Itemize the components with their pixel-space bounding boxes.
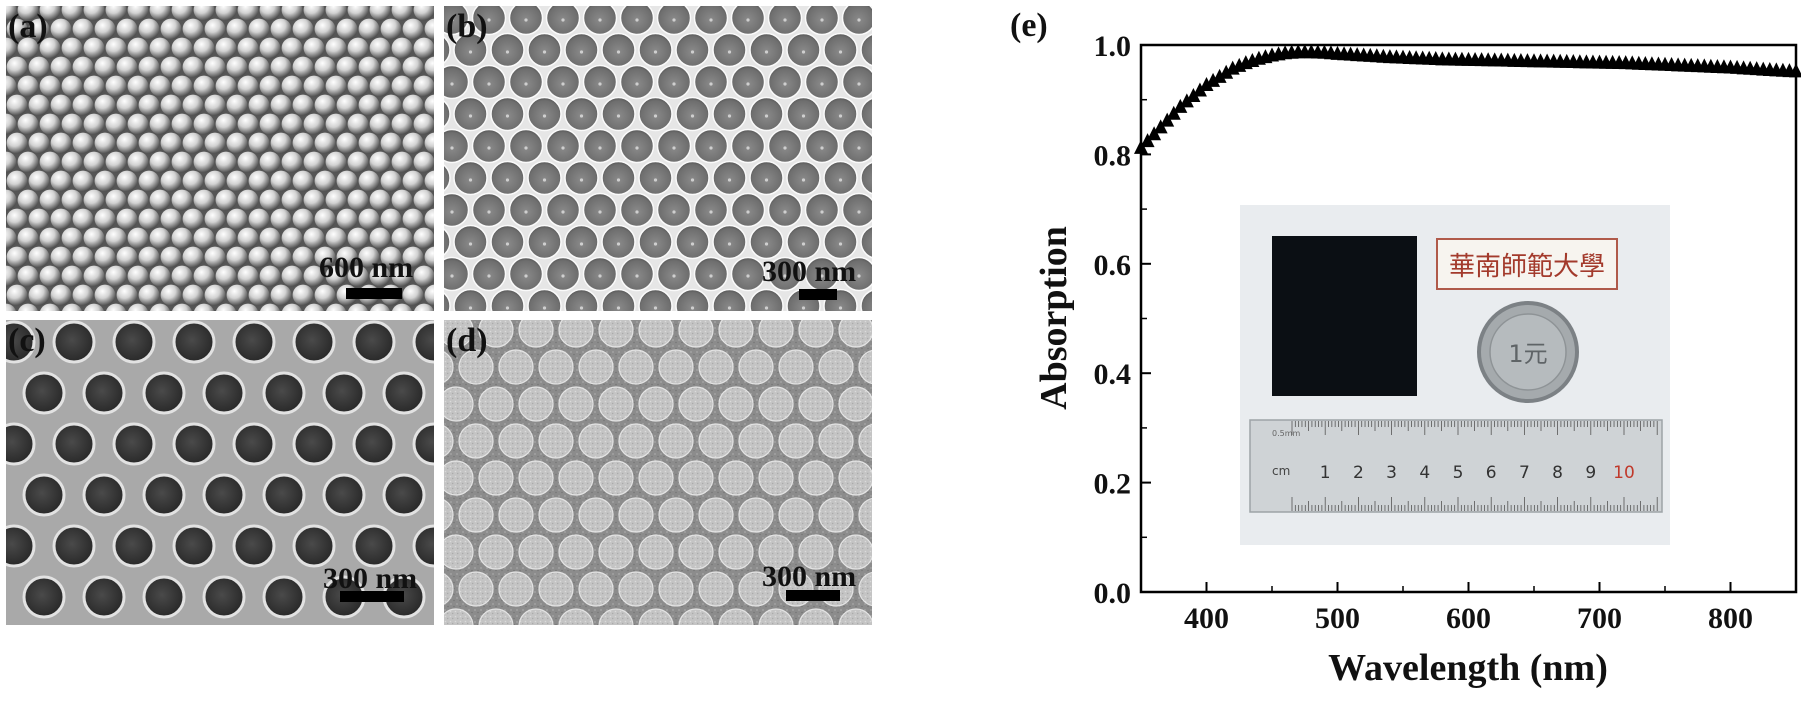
- x-axis-label: Wavelength (nm): [1328, 647, 1608, 689]
- ruler-number: 6: [1486, 463, 1497, 483]
- scalebar-label-b: 300 nm: [762, 255, 857, 288]
- ruler-number: 7: [1519, 463, 1530, 483]
- y-axis-label: Absorption: [1033, 226, 1075, 410]
- ruler-number: 2: [1353, 463, 1364, 483]
- y-tick-label: 0.8: [1094, 139, 1132, 172]
- black-absorber-sample: [1272, 236, 1417, 396]
- y-tick-label: 0.2: [1094, 468, 1132, 501]
- y-tick-label: 1.0: [1094, 30, 1132, 63]
- panel-label-b: (b): [446, 8, 488, 45]
- university-sign: [1436, 238, 1618, 290]
- sem-panel-b: (b) 300 nm: [444, 6, 872, 311]
- ruler-small-text: 0.5mm: [1272, 429, 1301, 438]
- ruler: 0.5mm cm 1 2 3 4 5 6 7 8 9 10: [1249, 419, 1663, 513]
- sem-panel-a: (a) 600 nm: [6, 6, 434, 311]
- ruler-number: 9: [1585, 463, 1596, 483]
- data-point: [1179, 93, 1194, 108]
- sem-panel-d: (d) 300 nm: [444, 320, 872, 625]
- scalebar-a: [346, 288, 402, 299]
- x-tick-label: 600: [1446, 602, 1491, 635]
- y-axis: 0.0 0.2 0.4 0.6 0.8 1.0: [1094, 30, 1151, 610]
- x-axis: 400 500 600 700 800: [1140, 582, 1797, 635]
- scalebar-label-d: 300 nm: [762, 560, 857, 593]
- data-point: [1212, 68, 1227, 83]
- sem-image-d: [444, 320, 872, 625]
- sem-panel-c: (c) 300 nm: [6, 320, 434, 625]
- y-tick-label: 0.0: [1094, 577, 1132, 610]
- data-point: [1789, 63, 1801, 78]
- ruler-unit: cm: [1272, 464, 1290, 478]
- scalebar-label-a: 600 nm: [319, 251, 414, 284]
- data-point: [1186, 87, 1201, 102]
- ruler-number: 4: [1419, 463, 1430, 483]
- y-tick-label: 0.6: [1094, 249, 1132, 282]
- ruler-number: 3: [1386, 463, 1397, 483]
- inset-photo: 華南師範大學 1元 0.5mm cm 1 2 3 4 5 6 7 8 9 10: [1240, 205, 1670, 545]
- university-sign-text: 華南師範大學: [1449, 252, 1605, 282]
- data-point: [1219, 64, 1234, 79]
- absorption-series: [1134, 44, 1801, 154]
- data-point: [1206, 72, 1221, 87]
- sem-image-a: [6, 6, 434, 311]
- x-tick-label: 800: [1708, 602, 1753, 635]
- scalebar-d: [786, 590, 840, 601]
- data-point: [1173, 98, 1188, 113]
- panel-label-c: (c): [8, 322, 46, 359]
- sem-image-c: [6, 320, 434, 625]
- coin-text: 1元: [1508, 340, 1547, 368]
- data-point: [1199, 77, 1214, 92]
- x-tick-label: 700: [1577, 602, 1622, 635]
- ruler-number: 10: [1613, 463, 1635, 483]
- ruler-number: 8: [1552, 463, 1563, 483]
- y-tick-label: 0.4: [1094, 358, 1132, 391]
- panel-label-e: (e): [1010, 7, 1048, 44]
- scalebar-label-c: 300 nm: [323, 562, 418, 595]
- scalebar-c: [340, 591, 404, 602]
- ruler-number: 5: [1453, 463, 1464, 483]
- x-tick-label: 500: [1315, 602, 1360, 635]
- absorption-chart: (e) 0.0 0.2 0.4 0.6 0.8 1.0 400 500 600 700 800 A…: [1010, 7, 1801, 689]
- data-point: [1192, 82, 1207, 97]
- sem-image-b: [444, 6, 872, 311]
- panel-label-d: (d): [446, 322, 488, 359]
- x-tick-label: 400: [1184, 602, 1229, 635]
- ruler-number: 1: [1320, 463, 1331, 483]
- panel-label-a: (a): [8, 8, 48, 45]
- scalebar-b: [799, 289, 837, 300]
